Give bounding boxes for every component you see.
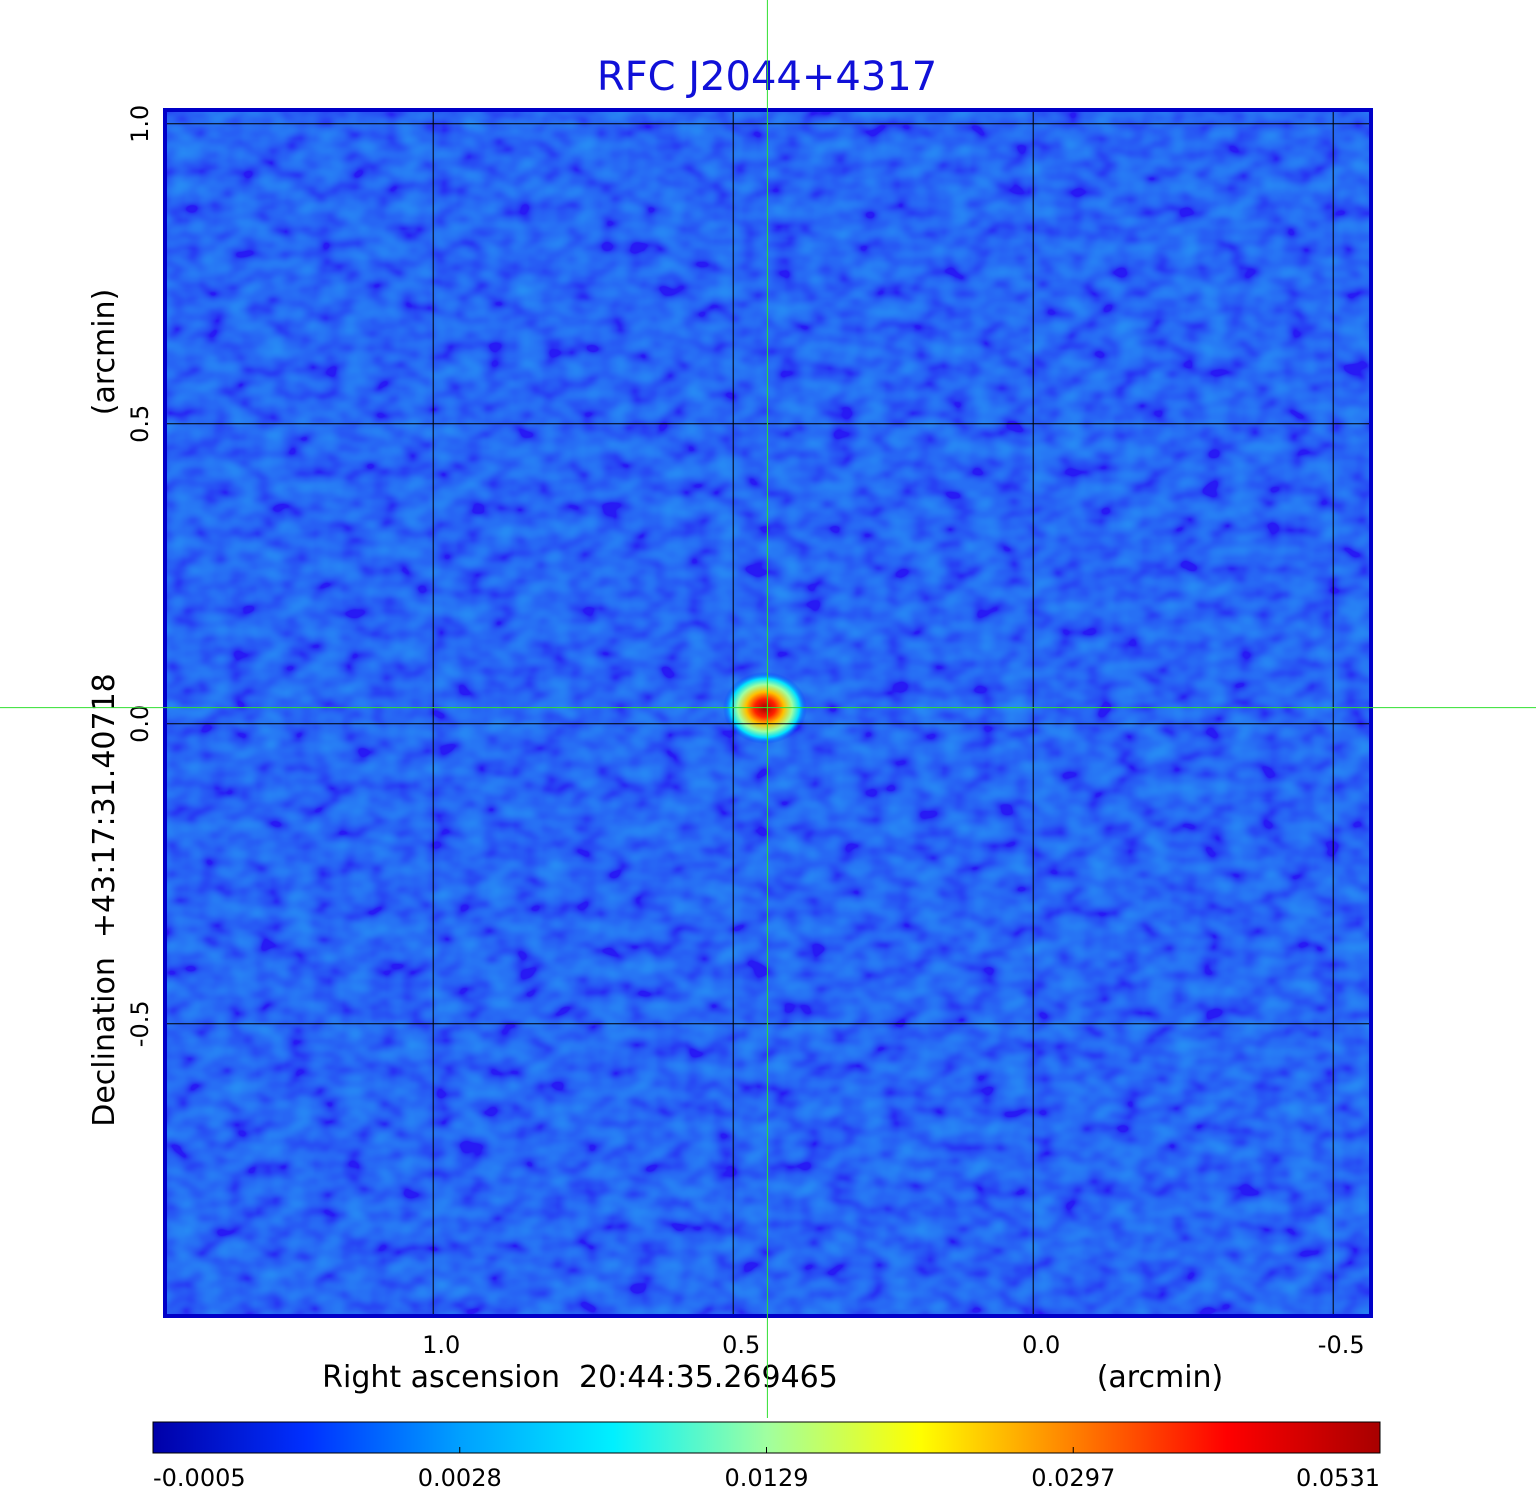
colorbar-tick-label: -0.0005 (153, 1464, 246, 1492)
x-axis-unit: (arcmin) (1097, 1360, 1224, 1395)
y-tick-label: 1.0 (126, 105, 154, 143)
x-tick-label: 0.5 (722, 1331, 760, 1359)
colorbar-tick-label: 0.0028 (418, 1464, 502, 1492)
plot-area (163, 108, 1373, 1318)
y-tick-label: 0.5 (126, 405, 154, 443)
x-tick-label: -0.5 (1318, 1331, 1365, 1359)
x-tick-label: 0.0 (1022, 1331, 1060, 1359)
x-tick-label: 1.0 (422, 1331, 460, 1359)
x-axis-label: Right ascension 20:44:35.269465 (322, 1360, 838, 1395)
y-axis-label: Declination +43:17:31.40718 (87, 673, 122, 1127)
y-tick-label: 0.0 (126, 705, 154, 743)
colorbar-tick-label: 0.0531 (1296, 1464, 1380, 1492)
colorbar-tick-label: 0.0129 (725, 1464, 809, 1492)
y-axis-unit: (arcmin) (87, 289, 122, 416)
y-tick-label: -0.5 (126, 1000, 154, 1047)
frame (163, 108, 1373, 1318)
colorbar-tick-label: 0.0297 (1031, 1464, 1115, 1492)
